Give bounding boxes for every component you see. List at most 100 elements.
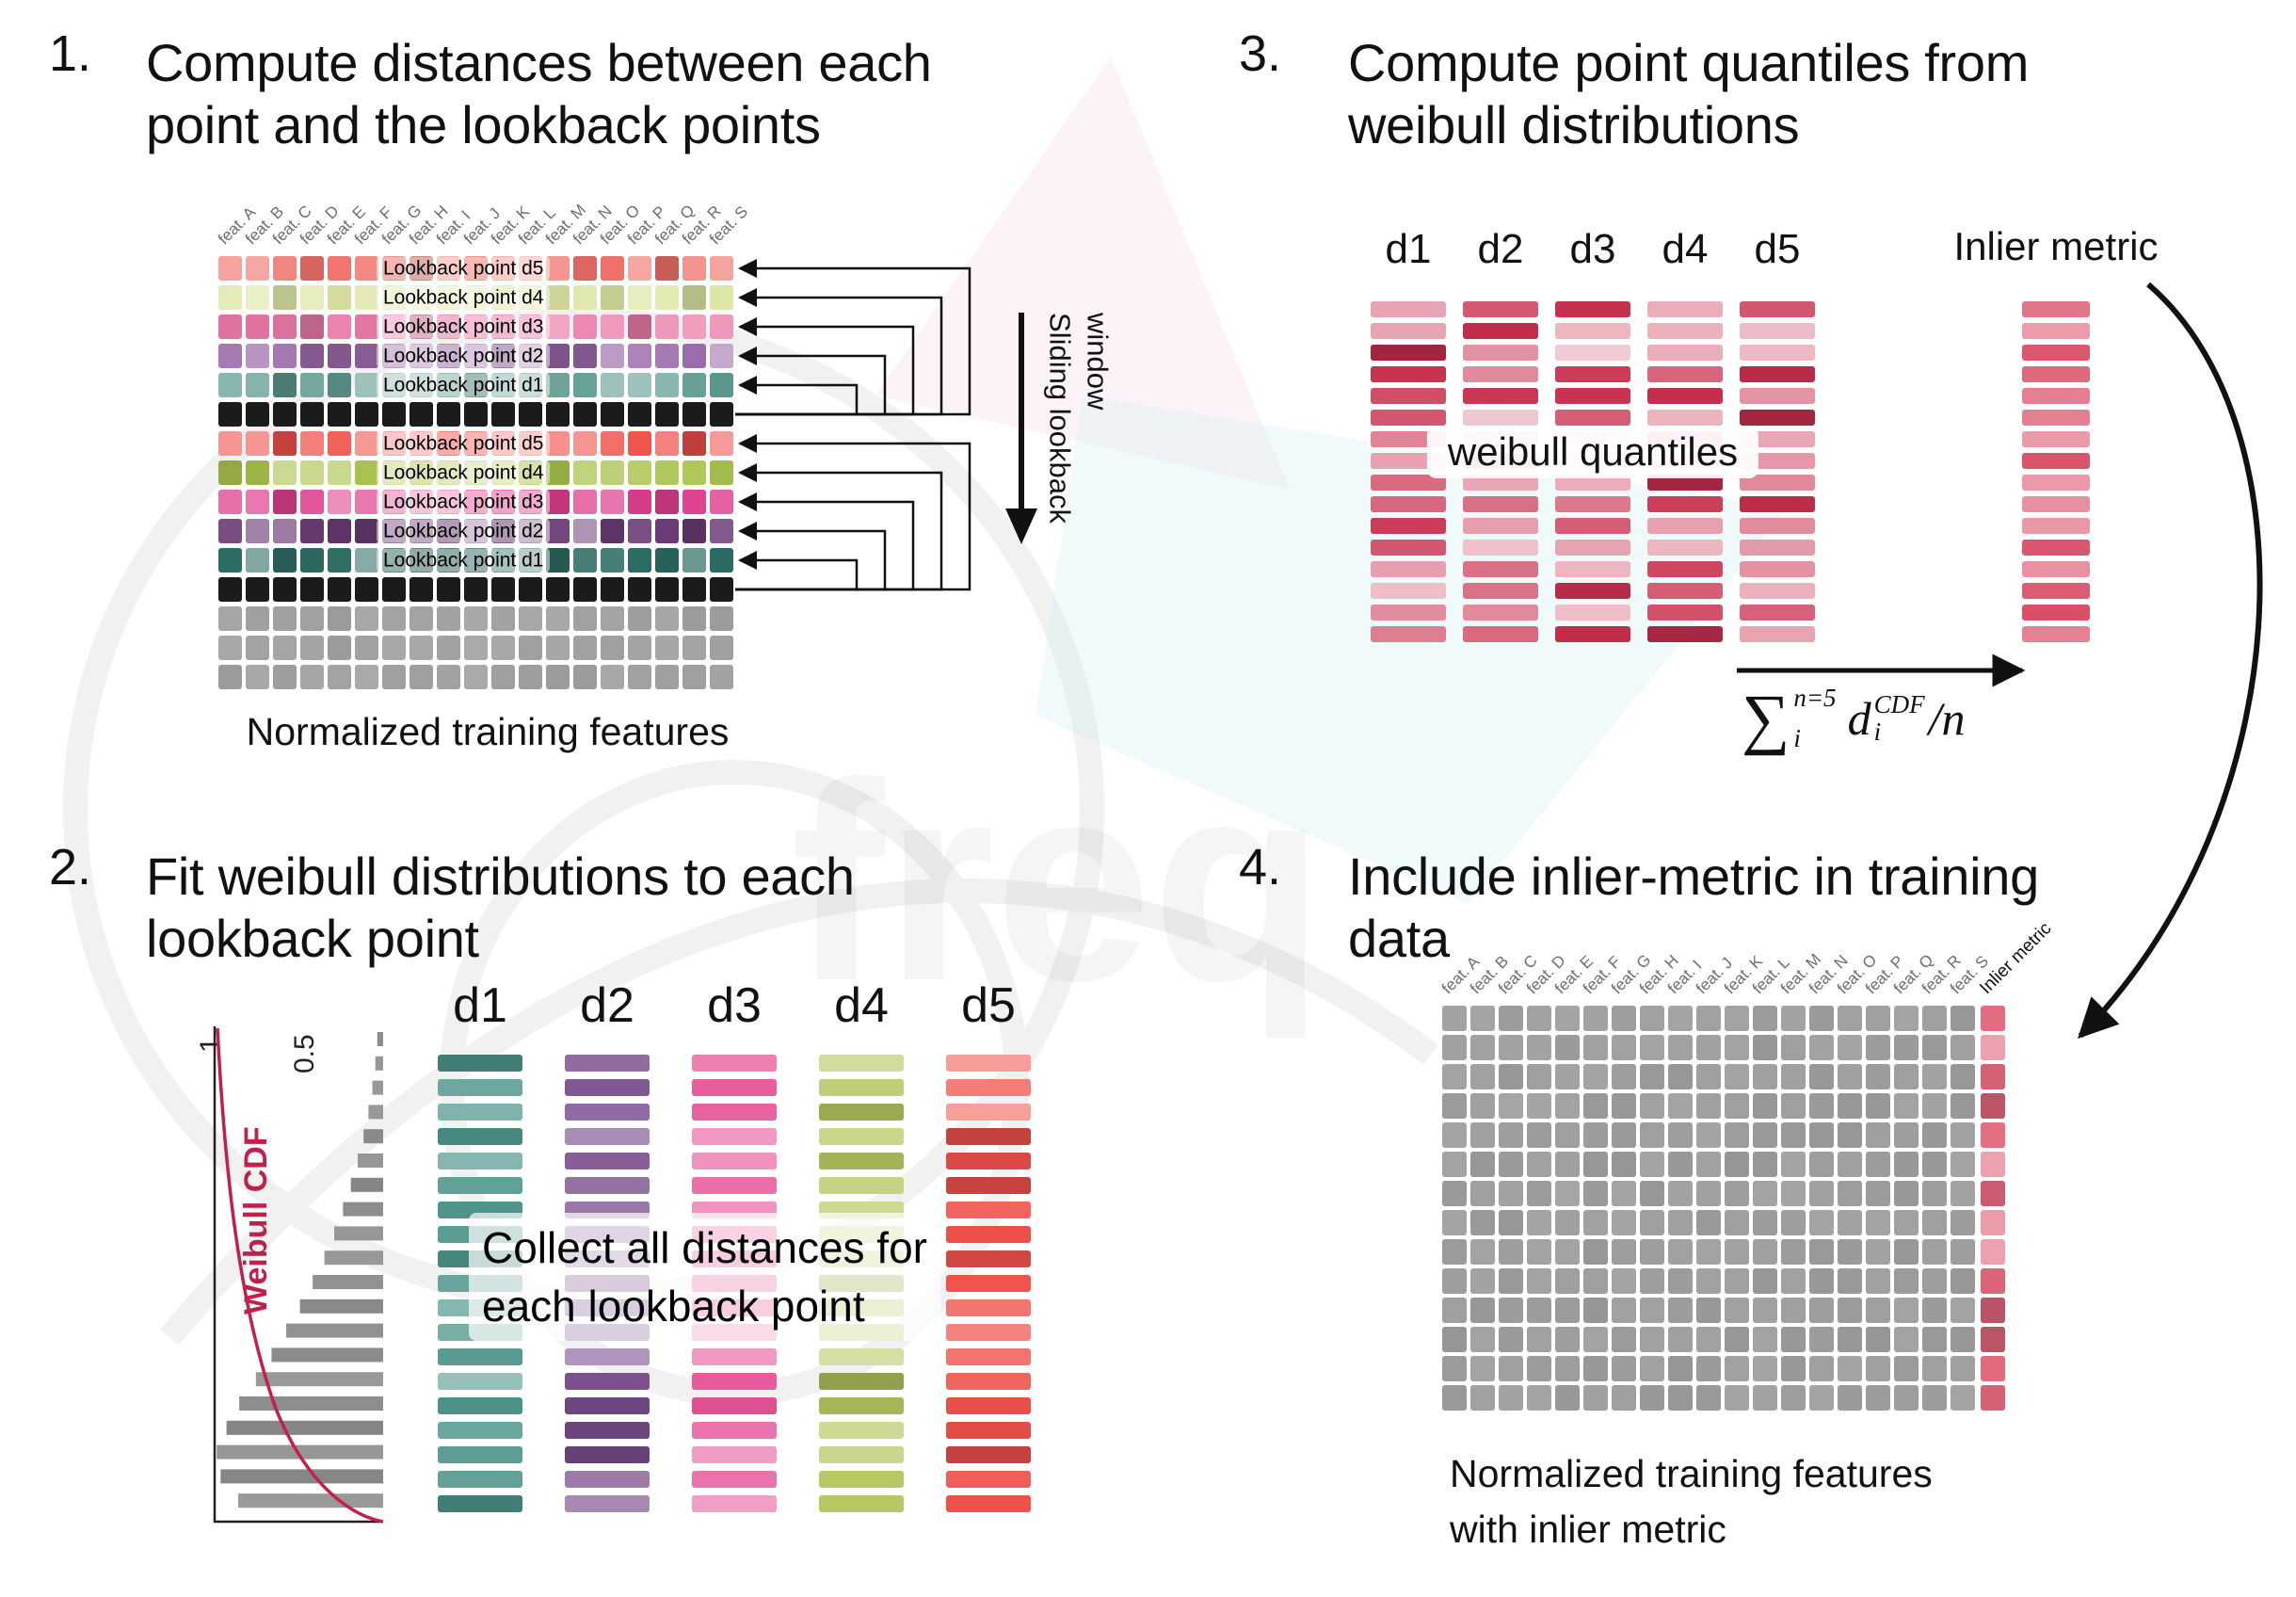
feature-cell	[573, 256, 597, 281]
sum-upper-limit: n=5	[1793, 684, 1837, 712]
quantile-bar	[1740, 366, 1815, 382]
feature-cell	[1696, 1327, 1721, 1352]
feature-cell	[1470, 1035, 1495, 1060]
feature-cell	[273, 548, 297, 573]
feature-cell	[1668, 1152, 1693, 1177]
feature-cell	[1470, 1122, 1495, 1148]
feature-cell	[1696, 1006, 1721, 1031]
feature-cell	[628, 285, 651, 310]
distance-bar	[565, 1153, 650, 1170]
distance-bar	[438, 1128, 522, 1145]
feature-cell	[246, 519, 269, 543]
feature-cell	[546, 315, 570, 339]
feature-cell	[1725, 1064, 1749, 1089]
feature-cell	[491, 577, 515, 602]
feature-cell	[1583, 1356, 1608, 1381]
feature-cell	[1499, 1268, 1523, 1294]
feature-cell	[546, 373, 570, 397]
feature-cell	[1753, 1356, 1777, 1381]
feature-cell	[573, 431, 597, 456]
feature-cell	[273, 344, 297, 368]
feature-cell	[1725, 1356, 1749, 1381]
quantile-bar	[1463, 301, 1538, 317]
distance-column-label: d4	[834, 978, 889, 1033]
feature-cell	[628, 519, 651, 543]
feature-cell	[601, 548, 624, 573]
feature-cell	[1894, 1356, 1919, 1381]
feature-cell	[1668, 1298, 1693, 1323]
feature-cell	[1781, 1327, 1806, 1352]
feature-cell	[628, 606, 651, 631]
feature-cell	[1894, 1006, 1919, 1031]
feature-cell	[710, 373, 733, 397]
feature-cell	[328, 519, 351, 543]
feature-cell	[491, 402, 515, 427]
feature-cell	[573, 636, 597, 660]
histogram-bar	[334, 1226, 383, 1241]
quantile-bar	[1555, 626, 1630, 642]
feature-cell	[1922, 1327, 1947, 1352]
step1-title-line2: point and the lookback points	[146, 95, 821, 155]
feature-cell	[1866, 1122, 1890, 1148]
distance-bar	[946, 1348, 1031, 1365]
feature-cell	[1583, 1327, 1608, 1352]
feature-cell	[1499, 1385, 1523, 1411]
feature-cell	[1442, 1210, 1467, 1235]
feature-cell	[655, 636, 679, 660]
feature-cell	[355, 548, 378, 573]
feature-cell	[328, 373, 351, 397]
feature-cell	[246, 344, 269, 368]
feature-cell	[1725, 1093, 1749, 1119]
feature-cell	[300, 256, 324, 281]
feature-cell	[1753, 1152, 1777, 1177]
feature-cell	[1612, 1298, 1636, 1323]
quantile-bar	[1463, 388, 1538, 404]
feature-cell	[1922, 1298, 1947, 1323]
feature-cell	[1527, 1152, 1551, 1177]
feature-cell	[1668, 1064, 1693, 1089]
feature-cell	[655, 344, 679, 368]
feature-cell	[355, 577, 378, 602]
feature-cell	[1696, 1210, 1721, 1235]
feature-cell	[1725, 1239, 1749, 1265]
inlier-metric-cell	[1981, 1210, 2005, 1235]
lookback-row-label: Lookback point d1	[377, 373, 551, 397]
feature-cell	[682, 519, 706, 543]
feature-cell	[1640, 1152, 1664, 1177]
feature-cell	[710, 344, 733, 368]
lookback-row-label: Lookback point d2	[377, 344, 551, 368]
feature-cell	[328, 460, 351, 485]
distance-bar	[819, 1177, 904, 1194]
quantile-bar	[1371, 345, 1446, 361]
inlier-metric-bar	[2022, 431, 2090, 447]
feature-cell	[1781, 1006, 1806, 1031]
inlier-metric-bar	[2022, 301, 2090, 317]
feature-cell	[1753, 1268, 1777, 1294]
inlier-metric-bar	[2022, 388, 2090, 404]
distance-bar	[692, 1104, 777, 1121]
feature-cell	[601, 636, 624, 660]
feature-cell	[1838, 1181, 1862, 1206]
feature-cell	[1640, 1006, 1664, 1031]
feature-cell	[546, 460, 570, 485]
feature-cell	[601, 460, 624, 485]
feature-cell	[1781, 1035, 1806, 1060]
quantile-bar	[1371, 388, 1446, 404]
feature-cell	[1527, 1035, 1551, 1060]
plot-axis	[213, 1026, 383, 1524]
feature-cell	[1612, 1356, 1636, 1381]
feature-cell	[710, 315, 733, 339]
lookback-row-label: Lookback point d5	[377, 256, 551, 281]
quantile-bar	[1555, 410, 1630, 426]
feature-cell	[1866, 1239, 1890, 1265]
feature-cell	[1809, 1093, 1834, 1119]
feature-cell	[273, 402, 297, 427]
quantile-bar	[1463, 561, 1538, 577]
quantile-bar	[1740, 453, 1815, 469]
feature-cell	[1725, 1210, 1749, 1235]
feature-cell	[1894, 1122, 1919, 1148]
step3-title-line2: weibull distributions	[1348, 95, 1800, 155]
step2-title-line2: lookback point	[146, 909, 479, 969]
distance-bar	[438, 1348, 522, 1365]
